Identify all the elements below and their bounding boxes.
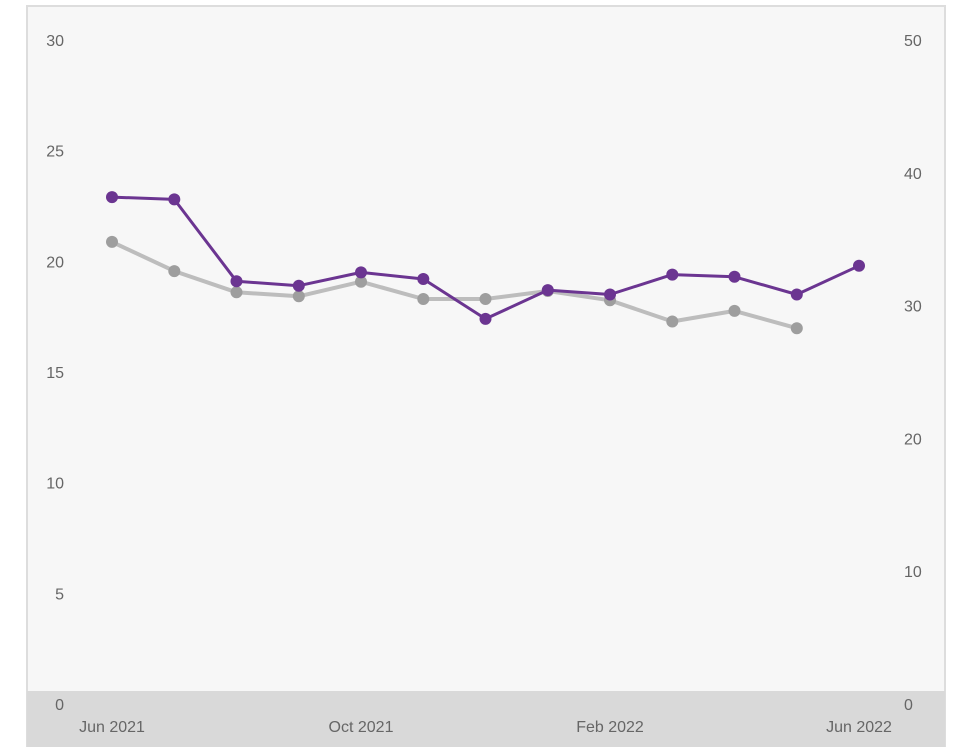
left-axis-data-point xyxy=(355,266,367,279)
right-axis-data-point xyxy=(168,265,181,278)
left-axis-data-point xyxy=(604,288,616,301)
right-y-tick-label: 50 xyxy=(904,33,922,50)
x-tick-label: Jun 2021 xyxy=(79,719,145,736)
x-tick-label: Feb 2022 xyxy=(576,719,644,736)
left-axis-data-point xyxy=(230,275,243,288)
left-axis-data-point xyxy=(417,273,430,285)
right-axis-data-point xyxy=(230,286,243,299)
right-axis-data-point xyxy=(106,235,118,248)
left-axis-data-point xyxy=(106,191,118,204)
left-y-tick-label: 15 xyxy=(46,365,64,382)
right-y-tick-label: 10 xyxy=(904,564,922,581)
series-layer xyxy=(106,191,865,335)
right-axis-data-point xyxy=(292,290,305,303)
right-axis-data-point xyxy=(355,275,367,288)
left-axis-data-point xyxy=(666,268,679,281)
right-axis-data-point xyxy=(666,315,679,328)
left-axis-data-point xyxy=(790,288,803,301)
left-y-tick-label: 30 xyxy=(46,33,64,50)
left-y-tick-label: 20 xyxy=(46,254,64,271)
left-axis-data-point xyxy=(292,279,305,292)
right-axis-data-point xyxy=(728,304,741,317)
x-axis-band xyxy=(27,691,945,747)
left-axis-data-point xyxy=(541,284,554,297)
left-axis-data-point xyxy=(479,312,492,325)
left-axis-data-point xyxy=(728,270,741,283)
right-y-tick-label: 0 xyxy=(904,697,913,714)
right-axis-data-point xyxy=(479,293,492,305)
right-y-tick-label: 20 xyxy=(904,431,922,448)
left-y-tick-label: 5 xyxy=(55,586,64,603)
right-y-axis: 0 10 20 30 40 50 xyxy=(904,33,922,714)
left-y-tick-label: 0 xyxy=(55,697,64,714)
right-y-tick-label: 30 xyxy=(904,299,922,316)
right-axis-data-point xyxy=(790,322,803,335)
chart-frame xyxy=(26,5,946,747)
left-axis-data-point xyxy=(168,193,181,206)
x-tick-label: Jun 2022 xyxy=(826,719,892,736)
left-y-tick-label: 25 xyxy=(46,144,64,161)
left-y-axis: 0 5 10 15 20 25 30 xyxy=(46,33,64,714)
x-axis: Jun 2021 Oct 2021 Feb 2022 Jun 2022 xyxy=(79,719,892,736)
left-y-tick-label: 10 xyxy=(46,476,64,493)
right-axis-data-point xyxy=(417,293,430,305)
left-axis-data-point xyxy=(853,259,865,272)
x-tick-label: Oct 2021 xyxy=(329,719,394,736)
right-y-tick-label: 40 xyxy=(904,166,922,183)
